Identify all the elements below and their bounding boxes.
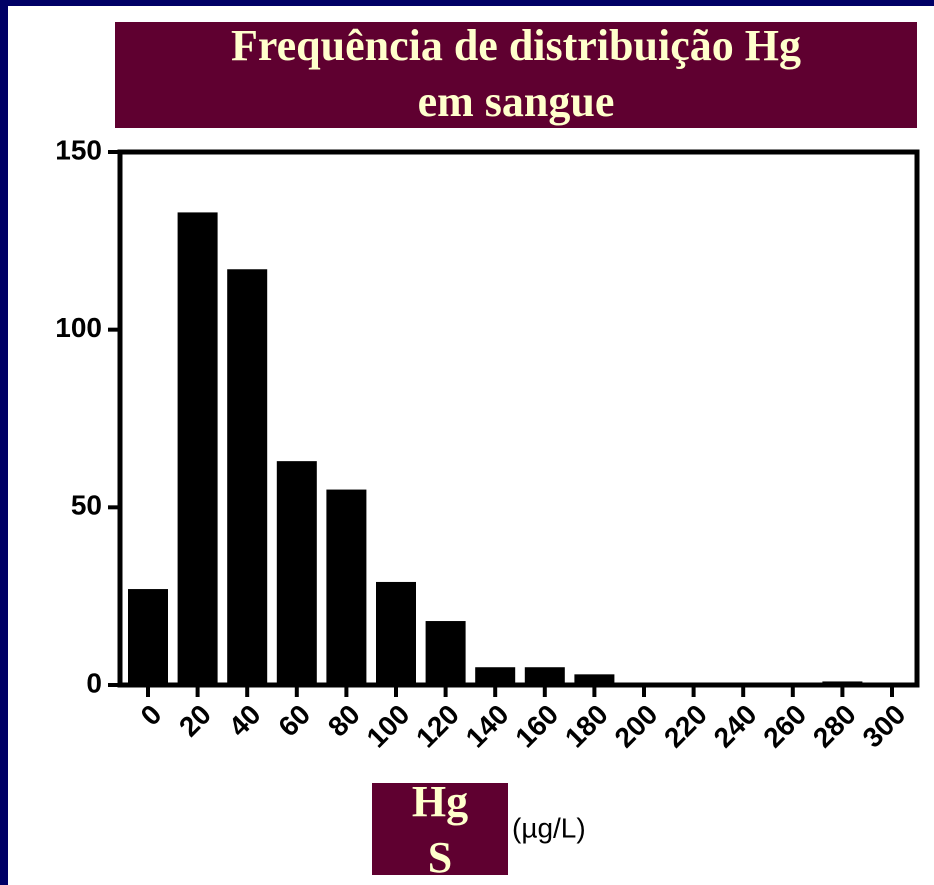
bar: [326, 489, 367, 685]
title-box: [115, 22, 917, 128]
bar: [227, 269, 268, 685]
bar: [128, 589, 168, 685]
y-tick-label: 100: [55, 312, 102, 343]
bar: [425, 621, 466, 685]
slide-panel: [8, 6, 934, 885]
x-axis-unit: (µg/L): [512, 812, 586, 843]
x-axis-label: Hg: [412, 777, 468, 826]
bar: [177, 212, 218, 685]
bar: [276, 461, 317, 685]
plot-frame: [117, 149, 920, 688]
y-tick-label: 0: [86, 667, 102, 698]
bar: [475, 667, 516, 685]
bar: [376, 581, 416, 685]
bar: [524, 667, 565, 685]
bar: [574, 674, 615, 685]
chart-title: Frequência de distribuição Hg: [231, 21, 801, 70]
y-tick-label: 150: [55, 134, 102, 165]
x-axis-label: S: [428, 833, 452, 882]
y-tick-label: 50: [71, 490, 102, 521]
chart-title: em sangue: [418, 77, 615, 126]
x-label-box: [372, 783, 508, 875]
